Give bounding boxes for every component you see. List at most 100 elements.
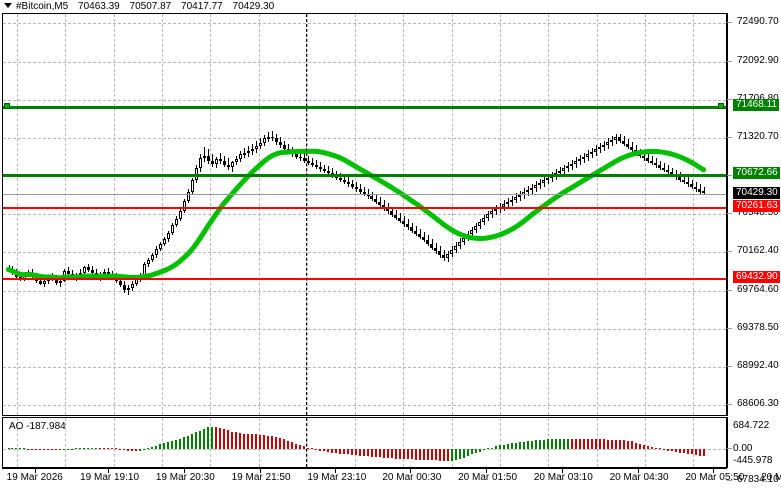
candle-body-bearish <box>295 154 298 157</box>
ao-bar-up <box>543 439 545 449</box>
price-chart-pane[interactable] <box>2 13 727 416</box>
price-axis-tick <box>727 213 732 214</box>
candle-body-bearish <box>618 137 621 141</box>
ao-bar-down <box>679 449 681 453</box>
ma-start-marker <box>6 266 11 272</box>
ao-bar-up <box>95 447 97 449</box>
ao-bar-down <box>363 449 365 456</box>
price-level-support-lower[interactable] <box>3 278 726 280</box>
candle-body-bearish <box>299 156 302 159</box>
day-separator <box>306 418 307 467</box>
candle-body-bearish <box>382 205 385 209</box>
ao-bar-down <box>607 439 609 449</box>
candle-body-bullish <box>446 253 449 258</box>
price-level-support-upper[interactable] <box>3 207 726 209</box>
ao-bar-up <box>139 449 141 452</box>
candle-body-bullish <box>478 221 481 226</box>
ao-plot-area[interactable] <box>3 418 726 467</box>
ao-bar-down <box>443 449 445 461</box>
price-tag-green[interactable]: 71468.11 <box>733 99 779 111</box>
candle-body-bullish <box>502 204 505 207</box>
ao-indicator-pane[interactable]: AO -187.984 <box>2 417 727 468</box>
vertical-gridline <box>17 14 18 415</box>
ao-bar-up <box>211 427 213 449</box>
ao-bar-down <box>387 449 389 459</box>
price-axis-label: 68992.40 <box>737 360 779 371</box>
candle-body-bearish <box>442 255 445 258</box>
ao-bar-down <box>375 449 377 458</box>
price-level-resistance-upper[interactable] <box>3 106 726 109</box>
price-axis-tick <box>727 404 732 405</box>
level-handle-left[interactable] <box>4 103 10 109</box>
candle-body-bullish <box>594 149 597 152</box>
ao-bar-down <box>379 449 381 458</box>
price-tag-black[interactable]: 70429.30 <box>733 187 780 199</box>
ao-bar-up <box>451 449 453 461</box>
ao-bar-down <box>703 449 705 456</box>
ao-bar-down <box>687 449 689 454</box>
candle-wick <box>320 162 321 172</box>
ao-bar-down <box>415 449 417 460</box>
ao-bar-down <box>431 449 433 461</box>
ao-bar-down <box>111 448 113 449</box>
ao-bar-up <box>511 443 513 449</box>
candle-body-bullish <box>614 137 617 140</box>
candle-body-bullish <box>179 210 182 219</box>
ao-bar-down <box>339 449 341 454</box>
ao-bar-up <box>479 449 481 452</box>
vertical-gridline <box>210 418 212 467</box>
price-tag-red[interactable]: 69432.90 <box>733 271 780 283</box>
ao-bar-up <box>159 444 161 449</box>
ao-bar-down <box>691 449 693 455</box>
price-axis[interactable]: 72490.7072092.9071706.8071320.7070934.60… <box>727 13 781 485</box>
ao-bar-up <box>63 449 65 450</box>
candle-body-bearish <box>426 240 429 245</box>
candle-body-bullish <box>606 142 609 145</box>
candle-body-bearish <box>378 201 381 206</box>
candle-body-bullish <box>183 201 186 211</box>
price-axis-label: 69764.60 <box>737 284 779 295</box>
vertical-gridline <box>500 14 501 415</box>
candle-body-bullish <box>486 213 489 218</box>
ao-bar-up <box>563 438 565 449</box>
ao-bar-down <box>591 439 593 449</box>
ao-bar-down <box>367 449 369 457</box>
candle-body-bullish <box>458 241 461 246</box>
ao-bar-up <box>551 439 553 449</box>
ao-bar-up <box>467 449 469 456</box>
time-axis[interactable]: 19 Mar 2026 19 Mar 19:10 19 Mar 20:30 19 Ma… <box>2 468 781 489</box>
candle-body-bearish <box>367 193 370 197</box>
candle-body-bearish <box>438 251 441 256</box>
price-tag-green[interactable]: 70672.66 <box>733 167 780 179</box>
candle-body-bearish <box>434 248 437 252</box>
candle-body-bearish <box>19 276 22 280</box>
ao-bar-down <box>327 449 329 453</box>
candle-wick <box>272 131 273 142</box>
candle-body-bullish <box>610 139 613 143</box>
time-axis-label: 20 Mar 04:30 <box>609 472 669 483</box>
time-axis-tick <box>183 469 185 473</box>
candle-body-bullish <box>167 232 170 240</box>
ao-bar-up <box>555 438 557 449</box>
horizontal-gridline <box>3 329 726 330</box>
ao-bar-up <box>91 448 93 449</box>
candle-body-bearish <box>275 138 278 143</box>
ao-axis: 684.722 0.00 -445.978 <box>727 417 781 468</box>
vertical-gridline <box>451 14 453 415</box>
chevron-down-icon[interactable] <box>4 3 12 8</box>
candle-body-bearish <box>227 164 230 167</box>
candle-body-bullish <box>450 249 453 254</box>
time-axis-label: 19 Mar 2026 <box>6 472 63 483</box>
candle-body-bearish <box>211 160 214 164</box>
ao-bar-up <box>191 434 193 449</box>
ao-bar-down <box>259 434 261 449</box>
price-tag-red[interactable]: 70261.63 <box>733 200 780 212</box>
price-level-resistance-lower[interactable] <box>3 174 726 177</box>
price-axis-label: 70162.40 <box>737 245 779 256</box>
price-plot-area[interactable] <box>3 14 726 415</box>
ao-bar-up <box>491 447 493 449</box>
price-level-current-price[interactable] <box>3 194 726 195</box>
ao-bar-down <box>403 449 405 460</box>
ao-bar-up <box>155 445 157 449</box>
level-handle-right[interactable] <box>718 103 724 109</box>
